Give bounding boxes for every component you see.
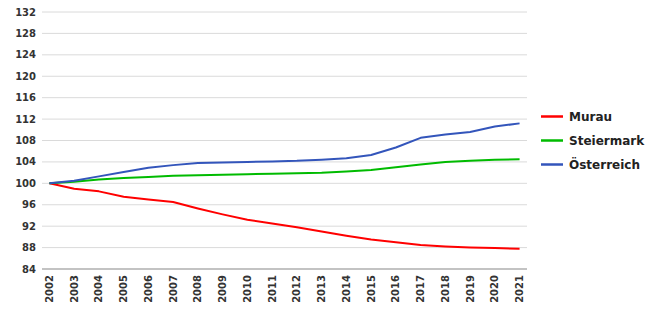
x-tick-label: 2020 [489, 275, 500, 303]
grid-line [42, 97, 527, 98]
y-tick-label: 96 [22, 199, 36, 210]
x-tick-label: 2012 [291, 275, 302, 303]
x-tick-label: 2010 [242, 275, 253, 303]
x-axis [42, 269, 527, 270]
x-tick-label: 2005 [118, 275, 129, 303]
legend-label: Murau [569, 110, 612, 124]
chart-container: 84 88 92 96 100 104 108 112 116 120 124 128 132 2002 2… [0, 0, 667, 317]
x-tick-label: 2003 [69, 275, 80, 303]
grid-line [42, 204, 527, 205]
legend-label: Österreich [569, 157, 640, 172]
y-tick-label: 88 [22, 242, 36, 253]
y-tick-label: 104 [15, 156, 36, 167]
y-tick-label: 112 [15, 114, 36, 125]
legend: Murau Steiermark Österreich [541, 110, 645, 172]
y-tick-label: 116 [15, 92, 36, 103]
grid-line [42, 183, 527, 184]
y-grid [42, 12, 527, 269]
y-tick-label: 124 [15, 49, 36, 60]
series-line [49, 159, 519, 183]
x-tick-label: 2009 [217, 275, 228, 303]
x-tick-label: 2016 [390, 275, 401, 303]
legend-swatch [541, 115, 563, 118]
legend-label: Steiermark [569, 134, 645, 148]
grid-line [42, 119, 527, 120]
legend-swatch [541, 139, 563, 142]
y-tick-label: 132 [15, 7, 36, 18]
y-tick-label: 92 [22, 221, 36, 232]
grid-line [42, 12, 527, 13]
legend-swatch [541, 163, 563, 166]
y-tick-label: 108 [15, 135, 36, 146]
x-tick-label: 2008 [192, 275, 203, 303]
y-tick-label: 84 [22, 264, 36, 275]
lines [49, 123, 519, 248]
y-tick-label: 128 [15, 28, 36, 39]
series-line [49, 183, 519, 248]
chart-svg: 84 88 92 96 100 104 108 112 116 120 124 128 132 2002 2… [0, 0, 667, 317]
x-tick-label: 2004 [93, 275, 104, 303]
y-tick-label: 100 [15, 178, 36, 189]
x-tick-label: 2014 [341, 275, 352, 303]
grid-line [42, 76, 527, 77]
x-tick-label: 2015 [366, 275, 377, 303]
series-line [49, 123, 519, 183]
grid-line [42, 140, 527, 141]
x-tick-label: 2018 [440, 275, 451, 303]
y-tick-label: 120 [15, 71, 36, 82]
x-tick-label: 2017 [415, 275, 426, 303]
x-tick-label: 2007 [168, 275, 179, 303]
x-tick-label: 2021 [514, 275, 525, 303]
x-tick-label: 2019 [465, 275, 476, 303]
grid-line [42, 269, 527, 270]
x-tick-label: 2006 [143, 275, 154, 303]
x-tick-label: 2011 [267, 275, 278, 303]
grid-line [42, 33, 527, 34]
x-tick-label: 2002 [44, 275, 55, 303]
grid-line [42, 54, 527, 55]
x-tick-label: 2013 [316, 275, 327, 303]
